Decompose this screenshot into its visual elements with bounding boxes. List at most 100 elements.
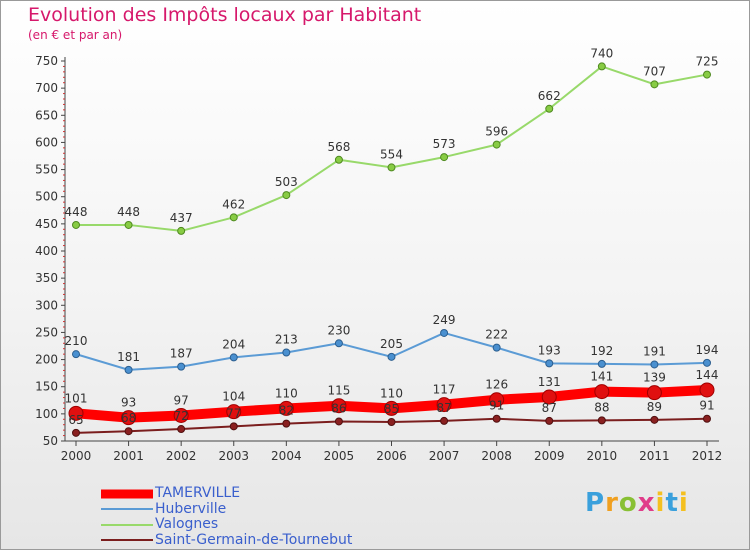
data-label-valognes-2008: 596 xyxy=(485,125,508,139)
data-label-huberville-2004: 213 xyxy=(275,333,298,347)
data-point-huberville-2007 xyxy=(440,328,449,337)
data-label-saint-germain-de-tournebut-2007: 87 xyxy=(436,401,451,415)
chart-title: Evolution des Impôts locaux par Habitant xyxy=(28,4,422,26)
data-point-huberville-2010 xyxy=(597,359,606,368)
data-point-huberville-2001 xyxy=(124,365,133,374)
data-point-saint-germain-de-tournebut-2004 xyxy=(282,419,291,428)
data-point-tamerville-2000 xyxy=(68,405,84,421)
data-label-huberville-2002: 187 xyxy=(170,347,193,361)
legend-swatch-tamerville xyxy=(101,489,153,499)
data-point-valognes-2007 xyxy=(440,153,449,162)
data-label-tamerville-2000: 101 xyxy=(65,391,88,405)
x-tick-label-2010: 2010 xyxy=(587,449,618,463)
data-label-saint-germain-de-tournebut-2005: 86 xyxy=(331,401,346,415)
x-tick-label-2004: 2004 xyxy=(271,449,302,463)
data-point-saint-germain-de-tournebut-2011 xyxy=(650,415,659,424)
data-point-saint-germain-de-tournebut-2001 xyxy=(124,427,133,436)
data-label-tamerville-2005: 115 xyxy=(327,384,350,398)
data-label-saint-germain-de-tournebut-2008: 91 xyxy=(489,399,504,413)
data-label-tamerville-2003: 104 xyxy=(222,390,245,404)
data-point-tamerville-2012 xyxy=(699,382,715,398)
data-label-saint-germain-de-tournebut-2010: 88 xyxy=(594,400,609,414)
y-tick-label-350: 350 xyxy=(35,271,58,285)
data-point-valognes-2001 xyxy=(124,220,133,229)
data-point-valognes-2006 xyxy=(387,163,396,172)
data-label-tamerville-2002: 97 xyxy=(174,393,189,407)
data-point-huberville-2005 xyxy=(334,339,343,348)
data-point-tamerville-2008 xyxy=(489,392,505,408)
data-label-huberville-2008: 222 xyxy=(485,328,508,342)
data-point-tamerville-2006 xyxy=(384,400,399,416)
data-point-huberville-2000 xyxy=(72,350,80,359)
x-tick-label-2005: 2005 xyxy=(324,449,355,463)
data-label-tamerville-2012: 144 xyxy=(696,368,719,382)
x-tick-label-2001: 2001 xyxy=(113,449,144,463)
data-point-huberville-2003 xyxy=(229,353,238,362)
data-point-valognes-2003 xyxy=(229,213,238,222)
data-point-tamerville-2003 xyxy=(226,404,242,420)
data-label-valognes-2000: 448 xyxy=(65,205,88,219)
data-label-tamerville-2009: 131 xyxy=(538,375,561,389)
data-label-tamerville-2010: 141 xyxy=(590,370,613,384)
data-label-valognes-2007: 573 xyxy=(433,137,456,151)
data-label-tamerville-2011: 139 xyxy=(643,371,666,385)
data-label-tamerville-2006: 110 xyxy=(380,386,403,400)
data-label-valognes-2006: 554 xyxy=(380,147,403,161)
legend-label-huberville: Huberville xyxy=(155,500,227,517)
data-point-saint-germain-de-tournebut-2008 xyxy=(492,414,501,423)
data-label-valognes-2005: 568 xyxy=(327,140,350,154)
data-label-huberville-2010: 192 xyxy=(590,344,613,358)
data-point-huberville-2006 xyxy=(387,352,396,361)
data-label-tamerville-2001: 93 xyxy=(121,396,136,410)
data-point-huberville-2009 xyxy=(545,359,554,368)
data-point-valognes-2002 xyxy=(177,226,186,235)
data-point-valognes-2012 xyxy=(703,70,711,79)
data-label-saint-germain-de-tournebut-2003: 77 xyxy=(226,406,241,420)
data-point-tamerville-2004 xyxy=(278,400,294,416)
y-tick-label-250: 250 xyxy=(35,325,58,339)
legend-swatch-huberville xyxy=(101,508,153,511)
data-label-tamerville-2007: 117 xyxy=(433,383,456,397)
x-tick-label-2009: 2009 xyxy=(534,449,565,463)
data-label-valognes-2004: 503 xyxy=(275,175,298,189)
data-label-saint-germain-de-tournebut-2001: 68 xyxy=(121,411,136,425)
data-point-saint-germain-de-tournebut-2006 xyxy=(387,418,396,426)
legend-item-valognes: Valognes xyxy=(101,516,401,533)
x-tick-label-2002: 2002 xyxy=(166,449,197,463)
data-point-tamerville-2001 xyxy=(121,410,137,426)
data-point-saint-germain-de-tournebut-2003 xyxy=(229,422,238,431)
data-point-valognes-2011 xyxy=(650,80,659,89)
y-tick-label-550: 550 xyxy=(35,163,58,177)
y-tick-label-100: 100 xyxy=(35,407,58,421)
y-tick-label-200: 200 xyxy=(35,353,58,367)
data-point-tamerville-2009 xyxy=(541,389,557,405)
legend-item-huberville: Huberville xyxy=(101,500,401,518)
data-point-valognes-2010 xyxy=(597,62,606,71)
data-label-huberville-2003: 204 xyxy=(222,337,245,351)
data-point-huberville-2011 xyxy=(650,360,659,369)
data-point-saint-germain-de-tournebut-2005 xyxy=(334,417,343,426)
legend: TAMERVILLE Huberville Valognes Saint-Ger… xyxy=(101,485,401,548)
data-point-huberville-2008 xyxy=(492,343,501,352)
x-tick-label-2011: 2011 xyxy=(639,449,670,463)
x-tick-label-2008: 2008 xyxy=(481,449,512,463)
data-label-saint-germain-de-tournebut-2011: 89 xyxy=(647,400,662,414)
legend-swatch-valognes xyxy=(101,523,153,526)
data-label-valognes-2012: 725 xyxy=(696,55,719,69)
x-tick-label-2007: 2007 xyxy=(429,449,460,463)
data-label-huberville-2005: 230 xyxy=(327,323,350,337)
data-point-tamerville-2007 xyxy=(436,397,452,413)
y-tick-label-400: 400 xyxy=(35,244,58,258)
chart-subtitle: (en € et par an) xyxy=(28,28,123,42)
y-tick-label-700: 700 xyxy=(35,81,58,95)
data-label-saint-germain-de-tournebut-2012: 91 xyxy=(699,399,714,413)
data-label-saint-germain-de-tournebut-2000: 65 xyxy=(68,413,83,427)
data-point-valognes-2004 xyxy=(282,191,291,200)
x-tick-label-2003: 2003 xyxy=(218,449,249,463)
data-point-saint-germain-de-tournebut-2007 xyxy=(440,416,449,425)
data-label-valognes-2003: 462 xyxy=(222,197,245,211)
data-point-huberville-2004 xyxy=(282,348,291,357)
y-tick-label-750: 750 xyxy=(35,54,58,68)
